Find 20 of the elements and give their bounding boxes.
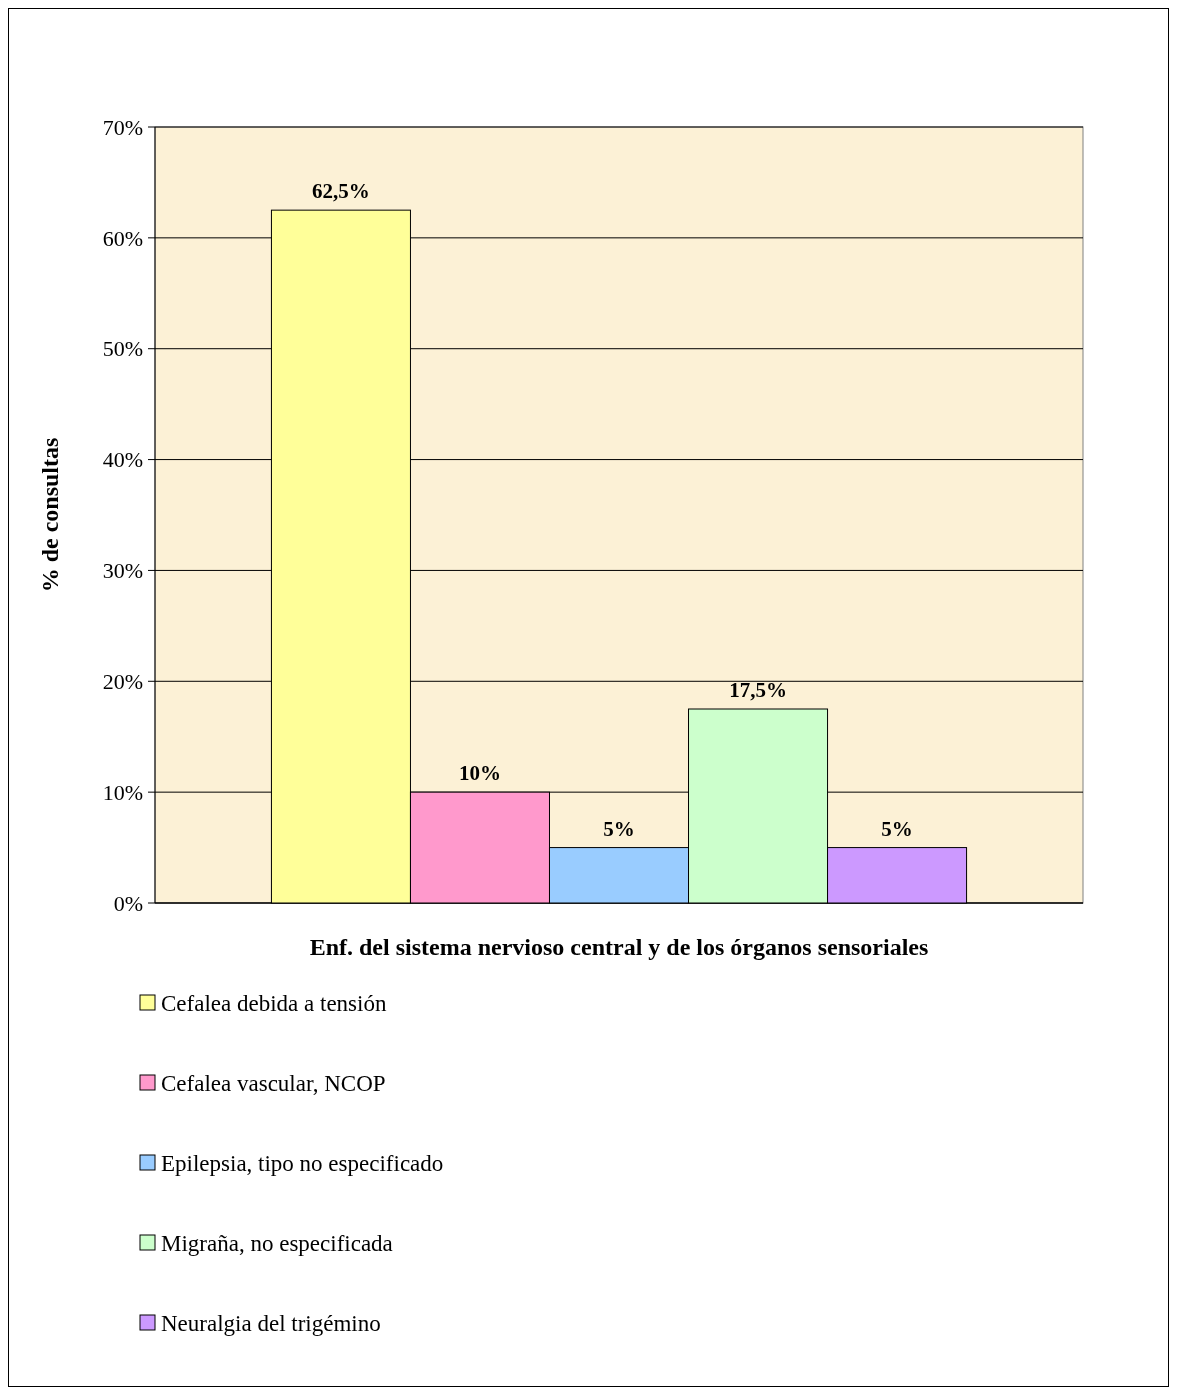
y-tick-label: 20% bbox=[102, 668, 143, 694]
y-axis-title: % de consultas bbox=[37, 437, 63, 593]
x-axis-title: Enf. del sistema nervioso central y de los órganos sensoriales bbox=[309, 934, 929, 960]
data-label: 5% bbox=[603, 816, 635, 841]
y-tick-label: 30% bbox=[102, 558, 143, 584]
y-tick-label: 70% bbox=[102, 114, 143, 140]
y-tick-label: 40% bbox=[102, 447, 143, 473]
data-label: 17,5% bbox=[729, 678, 787, 702]
y-tick-label: 60% bbox=[102, 225, 143, 251]
legend-label: Migraña, no especificada bbox=[161, 1231, 393, 1257]
legend-label: Neuralgia del trigémino bbox=[161, 1311, 381, 1337]
legend-label: Epilepsia, tipo no especificado bbox=[161, 1151, 444, 1177]
y-tick-label: 50% bbox=[102, 336, 143, 362]
legend-label: Cefalea vascular, NCOP bbox=[161, 1071, 386, 1097]
data-label: 62,5% bbox=[312, 179, 370, 204]
data-label: 5% bbox=[881, 816, 913, 841]
data-label: 10% bbox=[458, 761, 501, 786]
y-tick-label: 0% bbox=[113, 890, 143, 916]
y-tick-label: 10% bbox=[102, 779, 143, 805]
legend-label: Cefalea debida a tensión bbox=[161, 991, 387, 1017]
